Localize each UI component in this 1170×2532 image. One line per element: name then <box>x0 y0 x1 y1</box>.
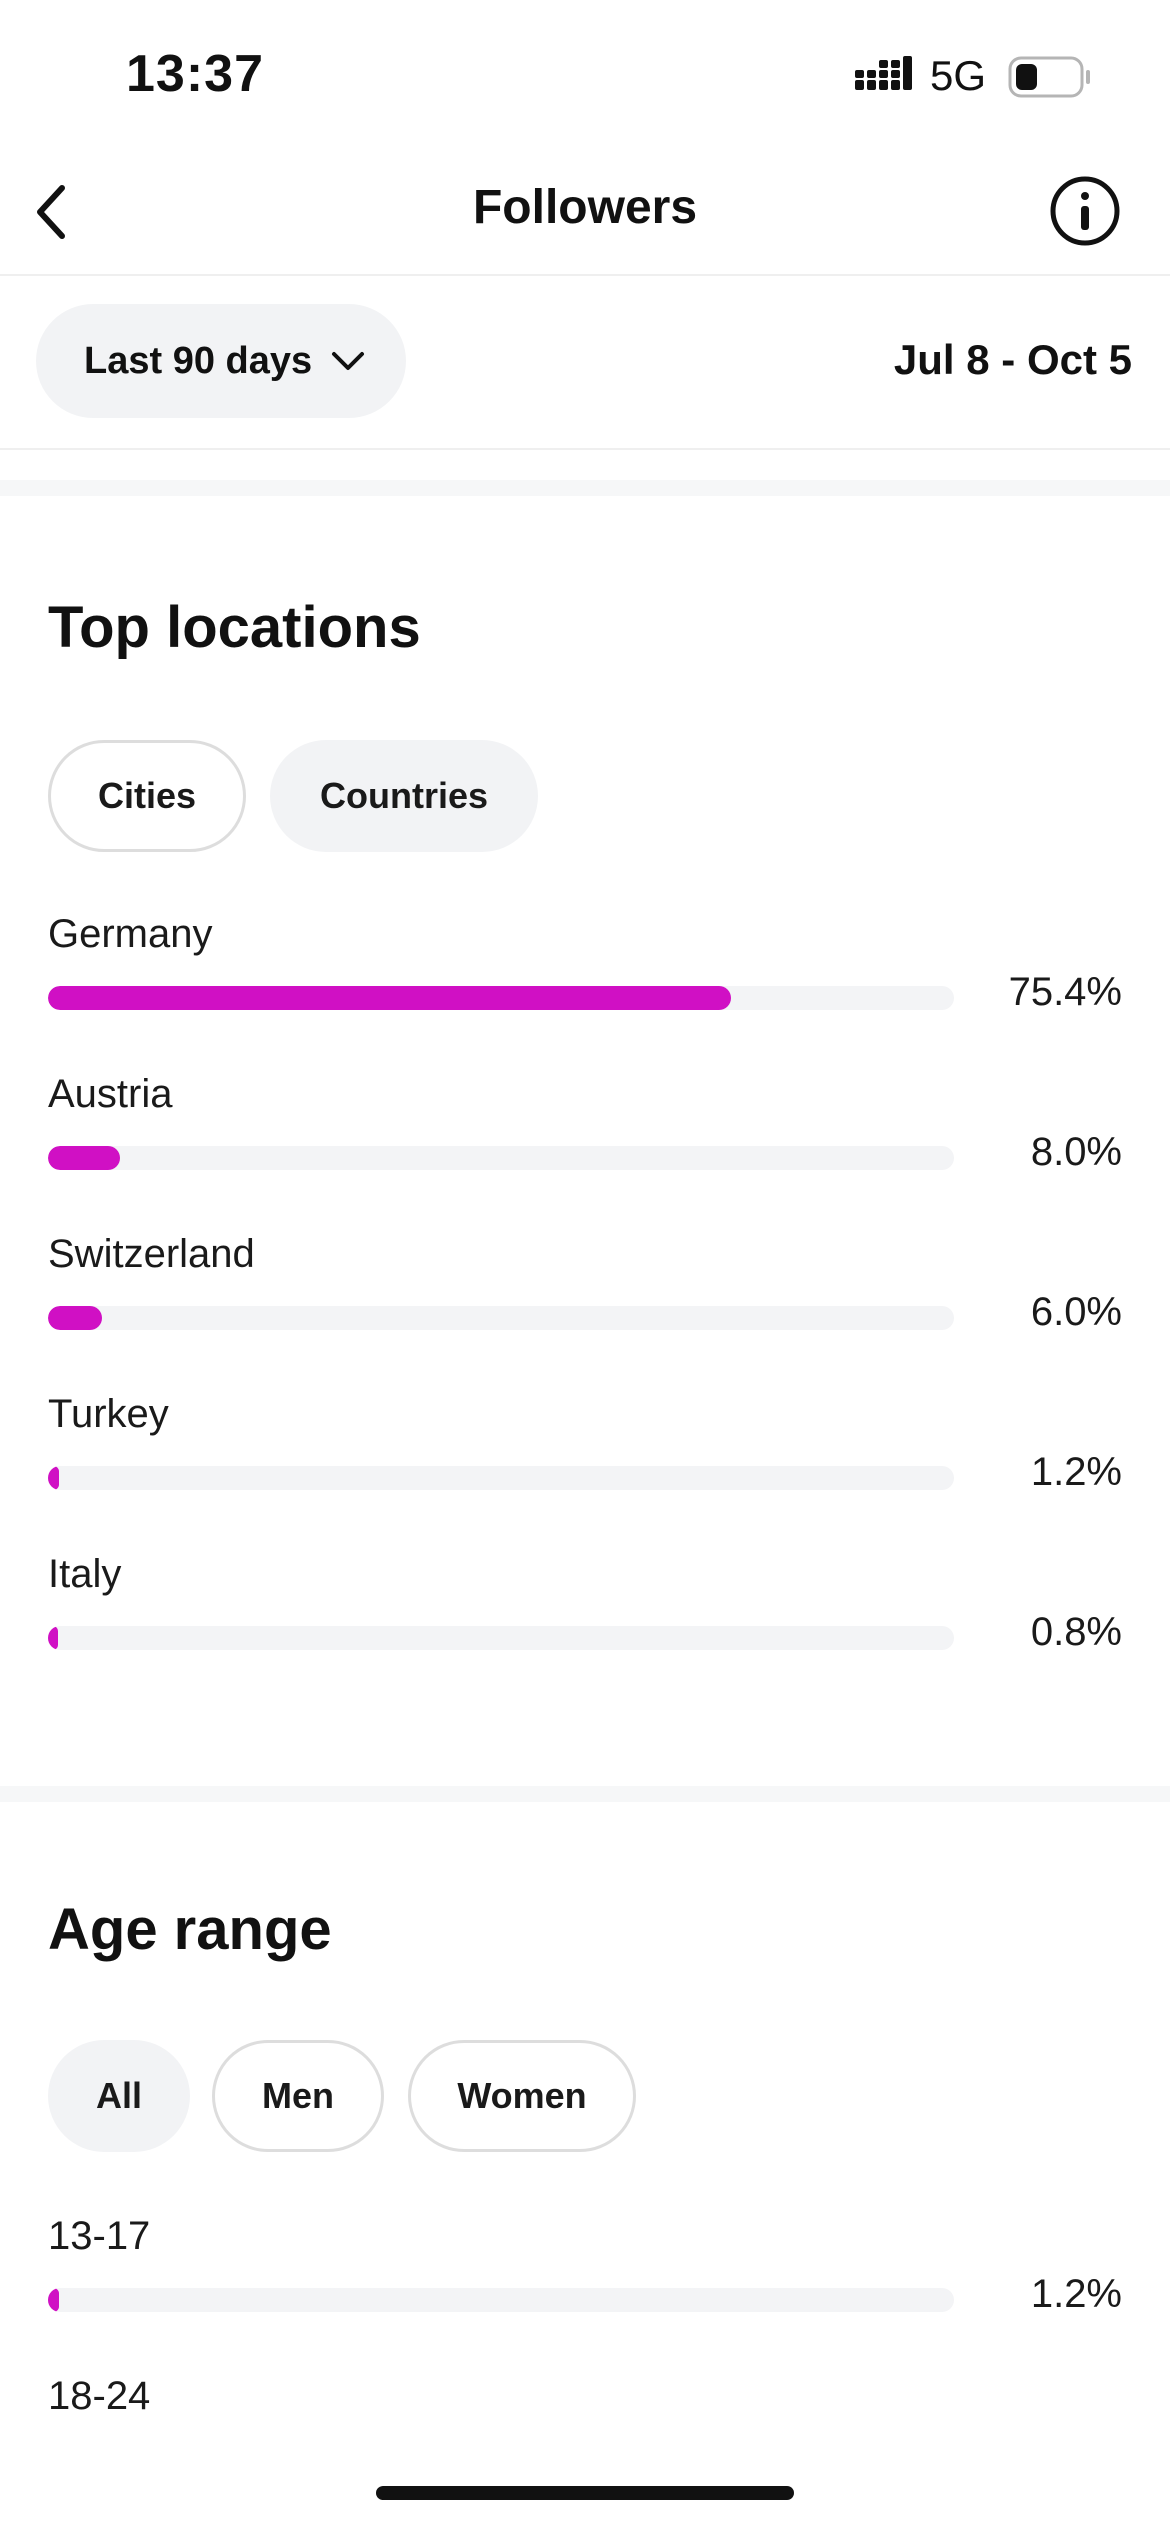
location-row-italy: Italy 0.8% <box>48 1552 1122 1692</box>
chevron-down-icon <box>332 352 365 370</box>
tab-men[interactable]: Men <box>212 2040 384 2152</box>
location-bar-track <box>48 1466 954 1490</box>
location-value: 0.8% <box>1030 1610 1122 1654</box>
age-row-13-17: 13-17 1.2% <box>48 2214 1122 2354</box>
network-label: 5G <box>930 52 987 99</box>
location-bar-track <box>48 1146 954 1170</box>
location-label: Germany <box>48 912 213 956</box>
location-bar-track <box>48 1306 954 1330</box>
back-icon[interactable] <box>18 174 94 250</box>
tab-women[interactable]: Women <box>408 2040 636 2152</box>
location-bar-track <box>48 1626 954 1650</box>
section-divider <box>0 1786 1170 1802</box>
location-label: Italy <box>48 1552 122 1596</box>
location-bar-track <box>48 986 954 1010</box>
location-value: 6.0% <box>1030 1290 1122 1334</box>
tab-all-label: All <box>95 2075 142 2116</box>
tab-countries-label: Countries <box>319 775 488 816</box>
age-label: 18-24 <box>48 2374 151 2418</box>
top-locations-title: Top locations <box>48 595 421 660</box>
date-range-text: Jul 8 - Oct 5 <box>893 336 1132 383</box>
filter-row: Last 90 days Jul 8 - Oct 5 <box>0 276 1170 450</box>
tab-cities-label: Cities <box>97 775 197 816</box>
status-bar: 13:37 5G <box>0 0 1170 150</box>
location-row-germany: Germany 75.4% <box>48 912 1122 1052</box>
battery-icon <box>1008 56 1090 98</box>
location-label: Switzerland <box>48 1232 255 1276</box>
location-row-austria: Austria 8.0% <box>48 1072 1122 1212</box>
location-bar-fill <box>48 1626 58 1650</box>
tab-countries[interactable]: Countries <box>270 740 538 852</box>
location-value: 8.0% <box>1030 1130 1122 1174</box>
location-value: 1.2% <box>1030 1450 1122 1494</box>
status-time: 13:37 <box>126 45 264 103</box>
location-row-switzerland: Switzerland 6.0% <box>48 1232 1122 1372</box>
age-label: 13-17 <box>48 2214 151 2258</box>
location-value: 75.4% <box>1008 970 1122 1014</box>
section-divider <box>0 480 1170 496</box>
age-bar-fill <box>48 2288 59 2312</box>
age-bar-track <box>48 2288 954 2312</box>
location-bar-fill <box>48 986 732 1010</box>
home-indicator <box>376 2486 794 2500</box>
info-icon[interactable] <box>1048 174 1122 248</box>
tab-men-label: Men <box>262 2075 334 2116</box>
tab-all[interactable]: All <box>48 2040 190 2152</box>
age-row-18-24: 18-24 <box>48 2374 1122 2514</box>
date-range-dropdown-label: Last 90 days <box>84 339 313 382</box>
age-range-title: Age range <box>48 1897 332 1962</box>
location-row-turkey: Turkey 1.2% <box>48 1392 1122 1532</box>
tab-cities[interactable]: Cities <box>48 740 246 852</box>
location-bar-fill <box>48 1466 59 1490</box>
location-label: Austria <box>48 1072 173 1116</box>
header: Followers <box>0 150 1170 276</box>
age-value: 1.2% <box>1030 2272 1122 2316</box>
tab-women-label: Women <box>457 2075 587 2116</box>
location-bar-fill <box>48 1306 103 1330</box>
signal-icon <box>855 56 912 90</box>
location-bar-fill <box>48 1146 121 1170</box>
page-title: Followers <box>472 181 698 234</box>
location-label: Turkey <box>48 1392 169 1436</box>
date-range-dropdown[interactable]: Last 90 days <box>36 304 406 418</box>
